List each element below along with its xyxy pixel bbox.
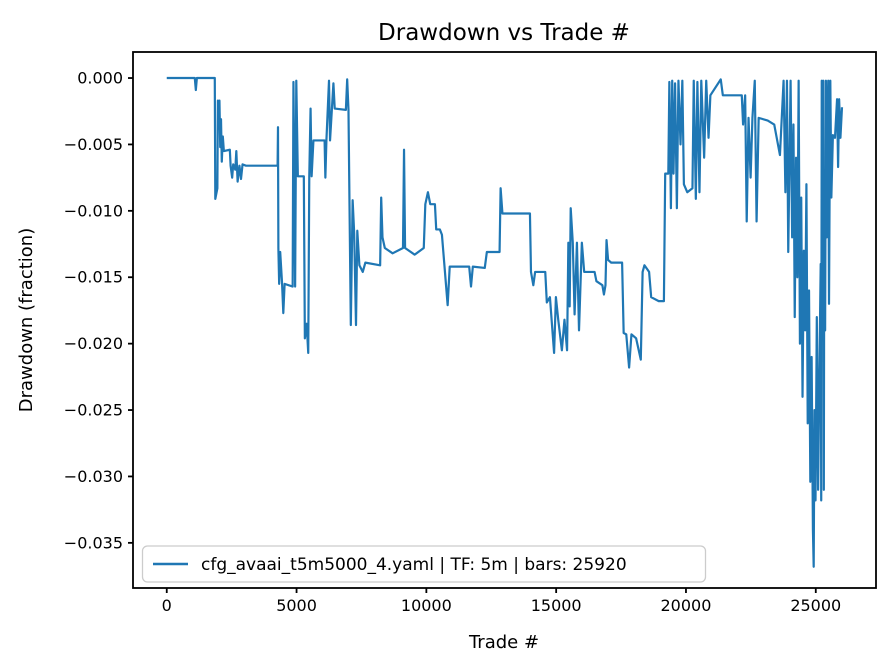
x-tick-label: 20000 <box>661 596 712 615</box>
plot-area <box>133 52 876 588</box>
axes-spines <box>132 51 877 589</box>
x-axis-label: Trade # <box>468 632 539 653</box>
x-tick-label: 25000 <box>790 596 841 615</box>
y-tick-label: −0.010 <box>64 201 123 220</box>
y-tick-label: −0.030 <box>64 467 123 486</box>
legend-box <box>141 545 707 583</box>
x-tick-label: 10000 <box>401 596 452 615</box>
y-tick-label: 0.000 <box>77 69 123 88</box>
legend: cfg_avaai_t5m5000_4.yaml | TF: 5m | bars… <box>141 545 707 583</box>
series-line <box>166 76 844 568</box>
chart-title: Drawdown vs Trade # <box>378 20 630 46</box>
y-axis-label: Drawdown (fraction) <box>16 228 37 413</box>
x-axis-ticks: 0 5000 10000 15000 20000 25000 <box>162 588 841 615</box>
x-tick-label: 0 <box>162 596 172 615</box>
y-tick-label: −0.035 <box>64 533 123 552</box>
y-axis-ticks: 0.000 −0.005 −0.010 −0.015 −0.020 −0.025 −0.03… <box>64 69 133 552</box>
x-tick-label: 15000 <box>531 596 582 615</box>
y-tick-label: −0.015 <box>64 268 123 287</box>
x-tick-label: 5000 <box>276 596 317 615</box>
y-tick-label: −0.025 <box>64 401 123 420</box>
legend-label: cfg_avaai_t5m5000_4.yaml | TF: 5m | bars… <box>201 555 627 575</box>
y-tick-label: −0.020 <box>64 334 123 353</box>
y-tick-label: −0.005 <box>64 135 123 154</box>
